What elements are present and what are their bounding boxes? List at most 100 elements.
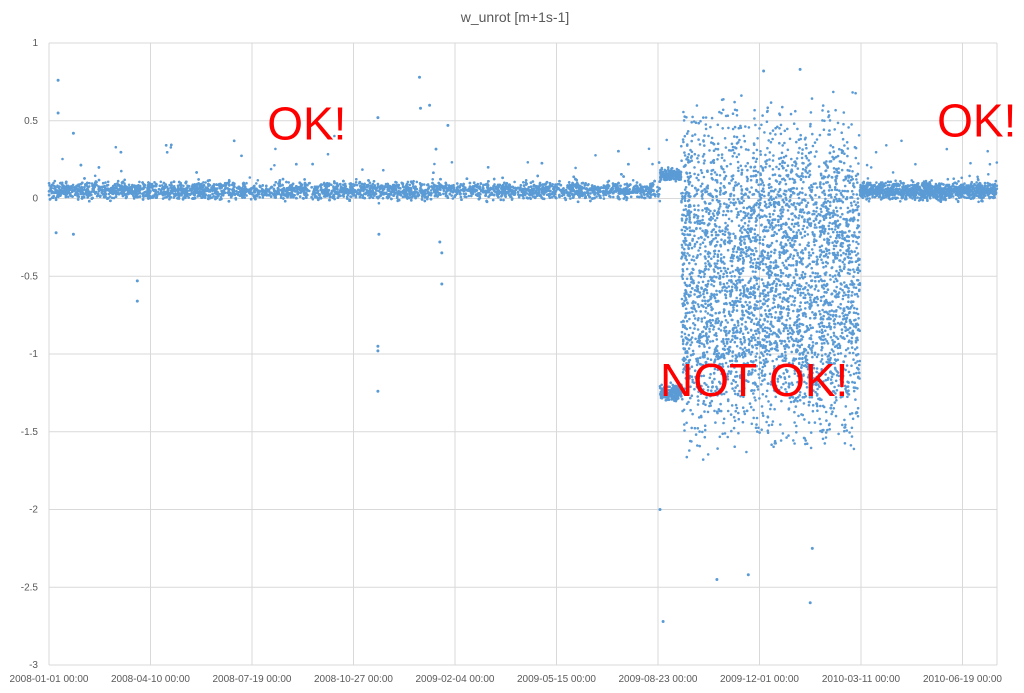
data-point: [622, 175, 625, 178]
data-point: [151, 195, 155, 198]
data-point: [358, 180, 362, 184]
data-point: [639, 191, 642, 195]
data-point: [223, 187, 227, 191]
y-tick-label: -2.5: [21, 582, 39, 593]
data-point: [368, 192, 371, 196]
data-point: [273, 190, 276, 193]
data-point: [211, 185, 214, 188]
data-point: [126, 192, 130, 196]
data-point: [91, 187, 94, 191]
data-point: [392, 190, 395, 193]
data-point: [298, 181, 302, 184]
y-axis-ticks: 10.50-0.5-1-1.5-2-2.5-3: [21, 38, 39, 671]
data-point: [350, 195, 353, 199]
x-tick-label: 2008-01-01 00:00: [10, 674, 89, 685]
data-point: [106, 197, 109, 200]
data-point: [261, 196, 265, 199]
x-tick-label: 2009-02-04 00:00: [416, 674, 495, 685]
data-point: [181, 198, 185, 201]
data-point: [349, 184, 352, 188]
data-point: [147, 184, 150, 187]
data-point: [554, 183, 557, 186]
data-point: [526, 161, 530, 164]
data-point: [652, 192, 656, 196]
data-point: [608, 194, 611, 198]
data-point: [594, 154, 597, 157]
data-point: [377, 201, 381, 205]
data-point: [256, 179, 260, 182]
data-point: [376, 182, 380, 186]
data-point: [472, 189, 476, 193]
data-point: [90, 190, 93, 193]
data-point: [355, 178, 358, 181]
data-point: [643, 193, 646, 196]
data-point: [185, 186, 189, 190]
chart-title: w_unrot [m+1s-1]: [460, 9, 570, 25]
data-point: [333, 134, 336, 138]
data-point: [586, 191, 590, 195]
data-point: [269, 195, 273, 198]
data-point: [157, 188, 161, 191]
data-point: [562, 192, 565, 195]
data-point: [47, 190, 51, 193]
data-point: [445, 183, 448, 187]
data-point: [170, 181, 173, 184]
data-point: [469, 188, 473, 191]
data-point: [273, 196, 277, 199]
data-point: [106, 180, 110, 184]
data-point: [56, 184, 59, 187]
data-point: [310, 195, 313, 199]
data-point: [558, 179, 561, 183]
data-point: [426, 197, 429, 201]
data-point: [248, 189, 252, 193]
data-point: [381, 197, 385, 200]
data-point: [245, 194, 248, 197]
data-point: [487, 180, 490, 183]
data-point: [81, 181, 84, 185]
data-point: [429, 189, 433, 192]
data-point: [499, 198, 503, 202]
data-point: [48, 184, 51, 187]
data-point: [442, 192, 445, 196]
data-point: [269, 167, 273, 171]
data-point: [380, 190, 383, 194]
data-point: [553, 192, 556, 196]
data-point: [431, 181, 434, 185]
data-point: [170, 184, 173, 187]
data-point: [406, 180, 410, 184]
data-point: [214, 197, 217, 201]
data-point: [377, 195, 381, 198]
data-point: [361, 168, 364, 171]
data-point: [59, 194, 62, 197]
data-point: [283, 199, 287, 203]
x-tick-label: 2008-07-19 00:00: [213, 674, 292, 685]
data-point: [458, 192, 462, 196]
data-point: [255, 194, 258, 197]
data-point: [245, 181, 248, 185]
x-tick-label: 2010-03-11 00:00: [822, 674, 901, 685]
data-point: [482, 183, 485, 187]
data-point: [153, 181, 156, 184]
data-point: [640, 195, 644, 199]
data-point: [202, 190, 206, 194]
data-point: [433, 162, 436, 166]
data-point: [401, 182, 405, 185]
data-point: [47, 182, 51, 185]
data-point: [274, 181, 278, 184]
data-point: [455, 186, 459, 189]
data-point: [168, 197, 171, 201]
data-point: [67, 191, 71, 195]
data-point: [182, 184, 185, 188]
data-point: [173, 190, 177, 193]
data-point: [589, 192, 592, 195]
data-point: [130, 187, 134, 190]
data-point: [82, 192, 86, 195]
y-tick-label: -1: [29, 349, 38, 360]
data-point: [386, 182, 390, 186]
data-point: [253, 188, 256, 192]
data-point: [202, 193, 206, 197]
data-point: [83, 186, 86, 189]
data-point: [423, 199, 427, 203]
data-point: [562, 187, 565, 190]
data-point: [525, 192, 529, 195]
